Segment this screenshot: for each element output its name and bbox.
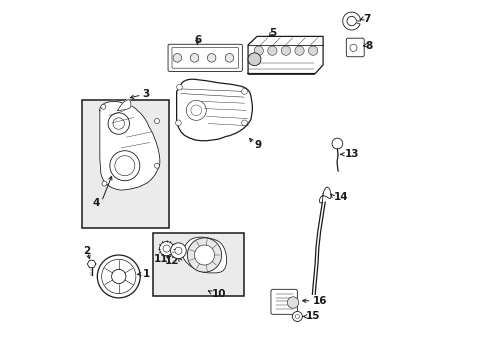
Circle shape <box>331 138 342 149</box>
FancyBboxPatch shape <box>270 289 297 314</box>
Circle shape <box>187 238 221 272</box>
Circle shape <box>241 120 247 126</box>
Polygon shape <box>247 36 323 73</box>
Text: 8: 8 <box>365 41 372 51</box>
Text: 7: 7 <box>363 14 370 23</box>
Circle shape <box>101 104 106 109</box>
Circle shape <box>308 46 317 55</box>
Circle shape <box>110 151 140 181</box>
Circle shape <box>154 163 159 168</box>
Circle shape <box>254 46 263 55</box>
FancyBboxPatch shape <box>346 38 364 57</box>
Circle shape <box>108 113 129 134</box>
FancyBboxPatch shape <box>168 44 242 71</box>
Circle shape <box>207 54 216 62</box>
Text: 9: 9 <box>254 140 261 150</box>
Wedge shape <box>342 12 360 30</box>
Circle shape <box>176 84 182 90</box>
Polygon shape <box>176 79 252 141</box>
Text: 15: 15 <box>305 311 320 321</box>
Text: 4: 4 <box>92 198 100 208</box>
Text: 1: 1 <box>142 269 150 279</box>
Circle shape <box>194 245 214 265</box>
Polygon shape <box>182 237 226 273</box>
Circle shape <box>102 181 107 186</box>
Text: 12: 12 <box>164 256 179 266</box>
Text: 16: 16 <box>312 296 326 306</box>
Bar <box>82 100 169 228</box>
Circle shape <box>281 46 290 55</box>
Text: 10: 10 <box>211 289 225 298</box>
Circle shape <box>175 120 181 126</box>
Text: 14: 14 <box>333 192 348 202</box>
Circle shape <box>241 89 247 94</box>
FancyBboxPatch shape <box>172 48 238 68</box>
Circle shape <box>292 311 302 321</box>
Bar <box>153 233 244 296</box>
Circle shape <box>190 54 198 62</box>
Polygon shape <box>100 102 160 190</box>
Polygon shape <box>87 260 96 267</box>
Circle shape <box>170 243 186 258</box>
Text: 5: 5 <box>269 28 276 38</box>
Text: 11: 11 <box>154 254 168 264</box>
Circle shape <box>159 242 173 256</box>
Text: 6: 6 <box>194 35 202 45</box>
Circle shape <box>287 297 298 308</box>
Text: 3: 3 <box>142 89 150 99</box>
Circle shape <box>225 54 233 62</box>
Circle shape <box>154 118 159 123</box>
Circle shape <box>111 269 125 284</box>
Circle shape <box>97 255 140 298</box>
Circle shape <box>173 54 181 62</box>
Polygon shape <box>118 100 131 111</box>
Text: 2: 2 <box>83 246 90 256</box>
Circle shape <box>267 46 276 55</box>
Circle shape <box>294 46 304 55</box>
Circle shape <box>247 53 261 66</box>
Polygon shape <box>319 187 330 203</box>
Text: 13: 13 <box>344 149 358 159</box>
